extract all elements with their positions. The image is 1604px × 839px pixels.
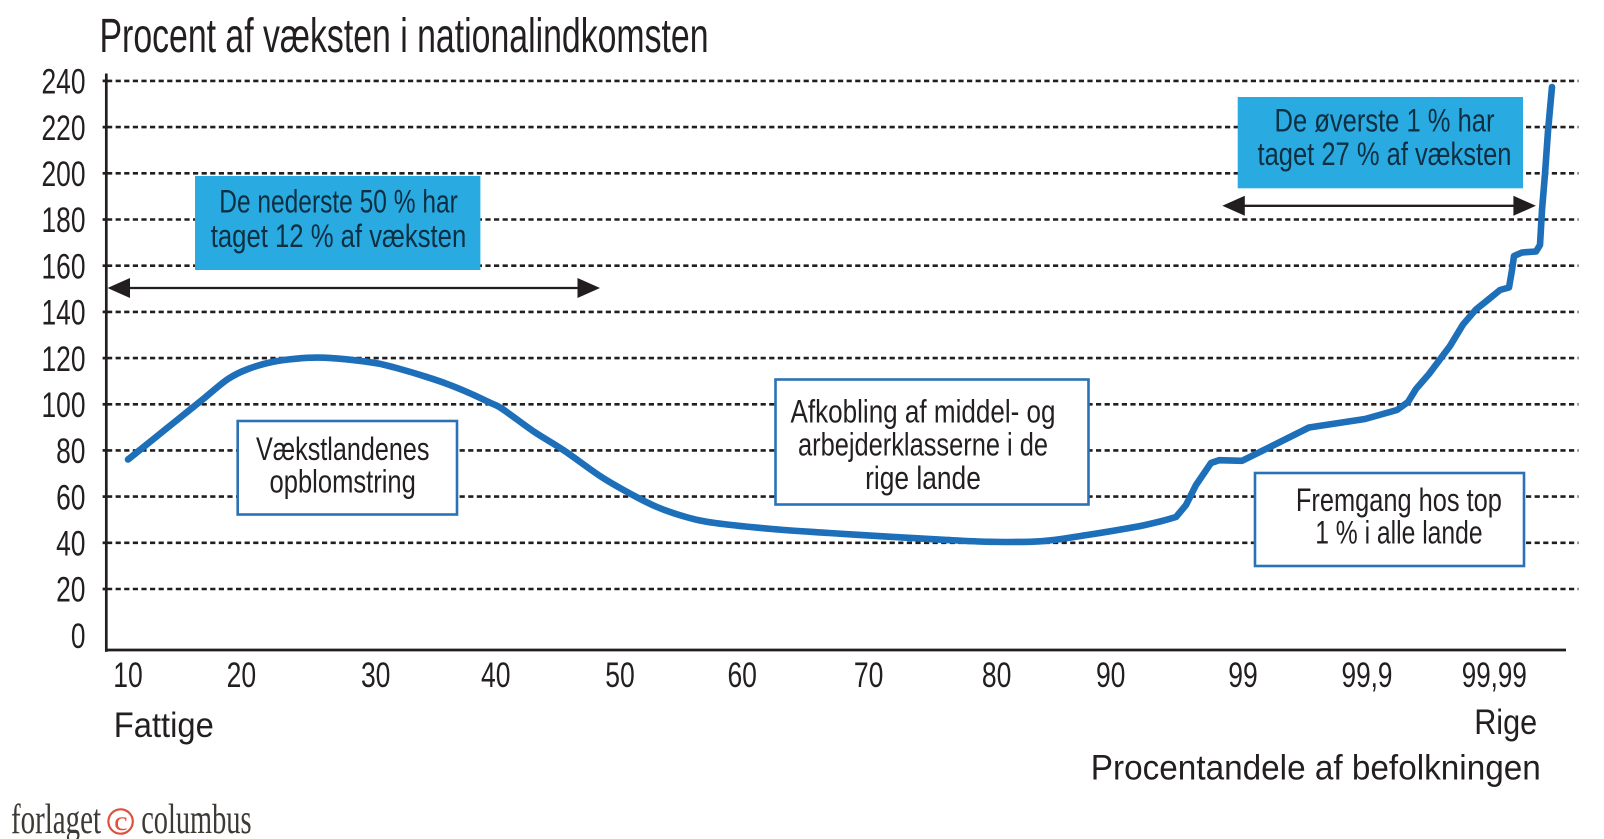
svg-text:220: 220 [42, 108, 86, 148]
svg-text:De nederste 50 % har: De nederste 50 % har [219, 183, 458, 219]
svg-text:0: 0 [71, 616, 86, 656]
svg-text:columbus: columbus [141, 797, 251, 839]
svg-text:70: 70 [854, 655, 884, 695]
svg-text:forlaget: forlaget [11, 797, 101, 839]
svg-text:99: 99 [1228, 655, 1258, 695]
svg-text:20: 20 [227, 655, 257, 695]
svg-text:Procentandele af befolkningen: Procentandele af befolkningen [1091, 748, 1541, 788]
svg-text:80: 80 [982, 655, 1012, 695]
svg-text:Afkobling af middel- og: Afkobling af middel- og [791, 393, 1056, 429]
svg-text:opblomstring: opblomstring [270, 464, 416, 500]
svg-text:60: 60 [56, 477, 85, 517]
svg-text:100: 100 [42, 385, 86, 425]
svg-text:taget 27 % af væksten: taget 27 % af væksten [1258, 136, 1512, 172]
svg-text:Fattige: Fattige [114, 705, 214, 745]
svg-text:Rige: Rige [1474, 702, 1537, 742]
svg-text:60: 60 [727, 655, 757, 695]
svg-text:120: 120 [42, 339, 86, 379]
svg-text:taget 12 % af væksten: taget 12 % af væksten [211, 218, 467, 254]
svg-text:200: 200 [42, 154, 86, 194]
svg-text:90: 90 [1096, 655, 1126, 695]
svg-text:c: c [114, 806, 128, 836]
svg-text:40: 40 [56, 524, 85, 564]
svg-text:40: 40 [481, 655, 511, 695]
svg-text:De øverste 1 % har: De øverste 1 % har [1275, 103, 1495, 139]
svg-text:Procent af væksten i nationali: Procent af væksten i nationalindkomsten [100, 10, 709, 63]
svg-text:99,9: 99,9 [1342, 655, 1393, 695]
svg-text:80: 80 [56, 431, 85, 471]
svg-text:10: 10 [113, 655, 143, 695]
svg-text:20: 20 [56, 570, 85, 610]
svg-text:rige lande: rige lande [865, 460, 981, 496]
svg-text:160: 160 [42, 246, 86, 286]
svg-text:240: 240 [42, 62, 86, 102]
svg-text:30: 30 [361, 655, 391, 695]
svg-text:99,99: 99,99 [1462, 655, 1527, 695]
svg-text:140: 140 [42, 293, 86, 333]
svg-text:50: 50 [605, 655, 635, 695]
svg-text:Vækstlandenes: Vækstlandenes [256, 431, 430, 467]
svg-text:Fremgang hos top: Fremgang hos top [1296, 482, 1502, 518]
svg-text:1 % i alle lande: 1 % i alle lande [1315, 514, 1482, 550]
svg-text:180: 180 [42, 200, 86, 240]
svg-text:arbejderklasserne i de: arbejderklasserne i de [798, 427, 1048, 463]
